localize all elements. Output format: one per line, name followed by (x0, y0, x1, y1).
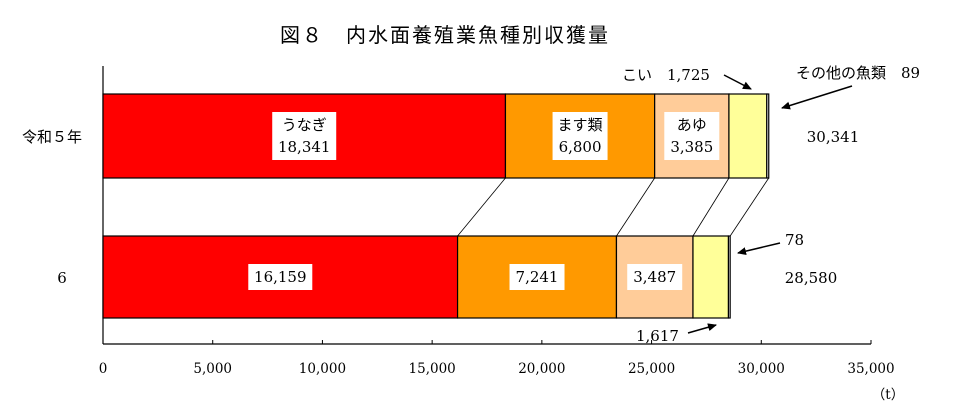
callout-koi-r6: 1,617 (636, 327, 679, 345)
callout-other-r5: その他の魚類 89 (796, 64, 920, 82)
data-label-r6-1-text: 7,241 (516, 268, 559, 286)
data-label-r6-2-box (627, 264, 683, 290)
x-tick-label: 30,000 (738, 361, 785, 377)
x-tick-label: 25,000 (628, 361, 675, 377)
callout-arrow-other-r5 (781, 85, 853, 110)
callout-koi-r5: こい 1,725 (622, 66, 710, 84)
connector-line (616, 177, 655, 237)
x-tick-label: 15,000 (409, 361, 456, 377)
category-label-r5: 令和５年 (22, 128, 82, 146)
data-label-r6-1-box (509, 264, 565, 290)
connector-line (729, 177, 770, 237)
data-label-r5-2-box (664, 112, 720, 160)
total-label-r6: 28,580 (785, 269, 838, 287)
data-label-r6-0-box (248, 264, 313, 290)
x-tick-label: 5,000 (193, 361, 232, 377)
total-label-r5: 30,341 (807, 128, 860, 146)
data-label-r5-0-box (272, 112, 337, 160)
data-label-r5-2-text: あゆ (677, 116, 707, 134)
data-label-r5-0-text: うなぎ (282, 116, 327, 134)
callout-arrow-koi-r6 (687, 323, 717, 334)
data-label-r6-0-text: 16,159 (254, 268, 307, 286)
connector-line (692, 177, 730, 237)
data-label-r5-1-text: ます類 (558, 116, 603, 134)
x-tick-label: 20,000 (518, 361, 565, 377)
data-label-r5-2-text: 3,385 (670, 138, 713, 156)
category-label-r6: 6 (57, 269, 67, 287)
plot-area: 0 5,000 10,000 15,000 20,000 25,000 30,000 35,0… (22, 64, 920, 403)
data-label-r5-1-text: 6,800 (559, 138, 602, 156)
x-tick-label: 0 (99, 361, 108, 377)
bar-r6-series-3 (692, 235, 730, 319)
callout-other-r6: 78 (785, 231, 804, 249)
chart-title: 図８ 内水面養殖業魚種別収獲量 (280, 23, 610, 47)
x-tick-label: 35,000 (847, 361, 894, 377)
callout-arrow-other-r6 (737, 242, 781, 256)
connector-line (457, 177, 506, 237)
bar-r5-series-4 (766, 93, 770, 179)
data-label-r5-1-box (552, 112, 608, 160)
x-axis-unit: （t） (872, 387, 904, 403)
data-label-r6-2-text: 3,487 (633, 268, 676, 286)
callout-arrow-koi-r5 (723, 74, 752, 90)
bar-r6-series-4 (727, 235, 731, 319)
data-label-r5-0-text: 18,341 (278, 138, 331, 156)
x-tick-label: 10,000 (299, 361, 346, 377)
bar-r5-series-3 (728, 93, 768, 179)
